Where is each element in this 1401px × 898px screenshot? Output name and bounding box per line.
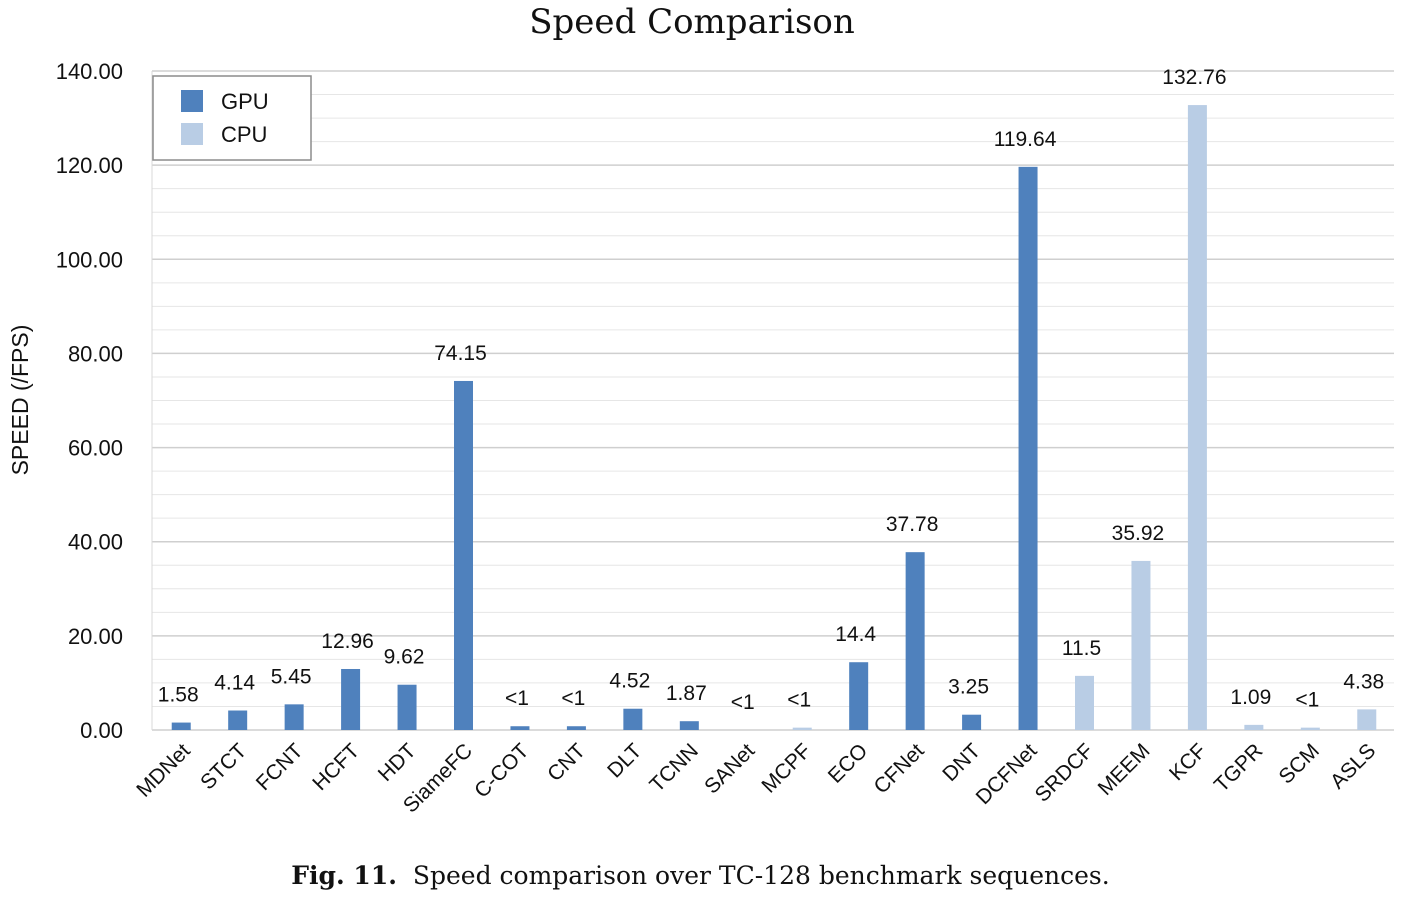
data-label: 4.38 (1343, 670, 1384, 693)
bar (1075, 675, 1094, 730)
y-tick-label: 100.00 (56, 247, 123, 272)
x-category-label: STCT (196, 739, 251, 794)
x-category-label: ASLS (1326, 739, 1380, 793)
data-label: 35.92 (1112, 522, 1165, 545)
y-tick-label: 120.00 (56, 153, 123, 178)
x-category-label: DLT (603, 739, 646, 782)
x-category-label: MCPF (757, 739, 815, 797)
x-category-label: HCFT (308, 739, 364, 795)
bar (1300, 727, 1320, 730)
bar (454, 380, 473, 730)
bar (679, 721, 699, 730)
data-label: 74.15 (434, 342, 487, 365)
y-tick-label: 60.00 (68, 436, 123, 461)
x-category-label: SANet (700, 739, 759, 798)
chart-title: Speed Comparison (529, 2, 855, 42)
data-label: <1 (731, 691, 755, 714)
x-category-label: TGPR (1210, 739, 1268, 797)
data-label: <1 (505, 687, 529, 710)
bar (1357, 709, 1377, 730)
bar (905, 552, 925, 730)
y-tick-label: 140.00 (56, 59, 123, 84)
x-category-label: TCNN (645, 739, 703, 797)
x-category-label: DNT (938, 739, 985, 786)
legend-swatch-cpu (181, 123, 203, 145)
bar (1018, 166, 1038, 731)
x-category-label: MDNet (132, 739, 195, 802)
data-label: 9.62 (384, 646, 425, 669)
bar (397, 684, 417, 730)
bar (228, 710, 248, 730)
x-category-label: HDT (374, 739, 421, 786)
data-label: 132.76 (1162, 66, 1226, 89)
caption-label: Fig. 11. (291, 861, 397, 890)
gridlines (151, 70, 1394, 731)
bar (284, 704, 304, 730)
data-labels: 1.58 4.14 5.45 12.96 9.62 74.15 <1 <1 4.52 1.87 <1… (158, 66, 1384, 714)
legend-swatch-gpu (181, 90, 203, 112)
y-tick-label: 20.00 (68, 624, 123, 649)
y-tick-label: 40.00 (68, 530, 123, 555)
bars (171, 105, 1377, 731)
data-label: 4.14 (214, 672, 255, 695)
x-category-label: MEEM (1094, 739, 1155, 800)
bar (171, 722, 191, 730)
bar (1244, 724, 1264, 730)
bar (792, 727, 812, 730)
x-category-label: C-COT (470, 739, 533, 802)
speed-bar-chart: Speed Comparison 0.00 20.00 40.00 60.00 80.0… (7, 2, 1394, 817)
bar (849, 662, 869, 730)
data-label: 11.5 (1062, 637, 1101, 660)
y-tick-label: 80.00 (68, 341, 123, 366)
figure-caption: Fig. 11. Speed comparison over TC-128 be… (0, 861, 1401, 890)
y-axis-ticks: 0.00 20.00 40.00 60.00 80.00 100.00 120.00 140.… (56, 59, 123, 743)
legend-label-cpu: CPU (221, 122, 267, 147)
x-category-label: FCNT (252, 739, 308, 795)
data-label: <1 (561, 687, 585, 710)
data-label: 12.96 (321, 630, 374, 653)
x-category-label: CFNet (869, 739, 928, 798)
data-label: 5.45 (271, 665, 312, 688)
data-label: 4.52 (609, 670, 650, 693)
data-label: 3.25 (948, 676, 989, 699)
bar (962, 714, 982, 730)
bar (566, 726, 586, 730)
caption-text: Speed comparison over TC-128 benchmark s… (412, 861, 1110, 890)
bar (1131, 560, 1151, 730)
legend: GPU CPU (152, 75, 312, 161)
data-label: <1 (1295, 689, 1319, 712)
data-label: 1.87 (666, 682, 707, 705)
data-label: <1 (787, 689, 811, 712)
y-tick-label: 0.00 (80, 718, 123, 743)
legend-box (152, 75, 312, 161)
x-category-label: KCF (1165, 739, 1211, 785)
data-label: 1.58 (158, 684, 199, 707)
x-category-label: ECO (824, 739, 872, 787)
data-label: 1.09 (1230, 686, 1271, 709)
bar (1187, 105, 1207, 730)
x-category-label: DCFNet (972, 739, 1042, 809)
bar (341, 668, 361, 730)
data-label: 14.4 (835, 623, 876, 646)
data-label: 37.78 (886, 513, 939, 536)
y-axis-label: SPEED (/FPS) (7, 325, 33, 476)
legend-label-gpu: GPU (221, 89, 269, 114)
bar (623, 708, 643, 730)
bar (510, 726, 530, 730)
data-label: 119.64 (994, 128, 1057, 151)
x-category-label: SRDCF (1031, 739, 1098, 806)
x-category-label: SCM (1275, 739, 1324, 788)
x-category-label: CNT (543, 739, 590, 786)
